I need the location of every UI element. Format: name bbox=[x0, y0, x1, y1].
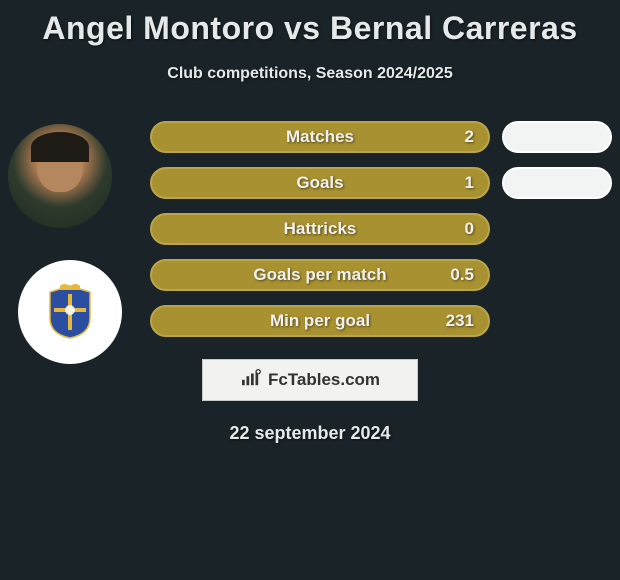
stat-pill-right bbox=[502, 121, 612, 153]
stat-pill-left: Goals 1 bbox=[150, 167, 490, 199]
stat-value-left: 231 bbox=[446, 311, 474, 331]
stat-pill-right-empty bbox=[502, 259, 612, 291]
stat-pill-right-empty bbox=[502, 213, 612, 245]
stat-pill-left: Matches 2 bbox=[150, 121, 490, 153]
stat-pill-left: Goals per match 0.5 bbox=[150, 259, 490, 291]
subtitle: Club competitions, Season 2024/2025 bbox=[0, 65, 620, 83]
stat-pill-left: Hattricks 0 bbox=[150, 213, 490, 245]
stat-pill-right-empty bbox=[502, 305, 612, 337]
player2-club-crest bbox=[18, 260, 122, 364]
stat-label: Goals per match bbox=[253, 265, 386, 285]
stat-row: Hattricks 0 bbox=[20, 213, 600, 245]
stat-label: Goals bbox=[296, 173, 343, 193]
crest-icon bbox=[46, 284, 94, 340]
stat-value-left: 0.5 bbox=[450, 265, 474, 285]
player1-avatar bbox=[8, 124, 112, 228]
stat-value-left: 0 bbox=[465, 219, 474, 239]
stat-label: Hattricks bbox=[284, 219, 357, 239]
stat-row: Matches 2 bbox=[20, 121, 600, 153]
stat-value-left: 1 bbox=[465, 173, 474, 193]
page-title: Angel Montoro vs Bernal Carreras bbox=[0, 0, 620, 47]
stat-pill-right bbox=[502, 167, 612, 199]
stat-pill-left: Min per goal 231 bbox=[150, 305, 490, 337]
brand-box: FcTables.com bbox=[202, 359, 418, 401]
brand-text: FcTables.com bbox=[268, 370, 380, 390]
stat-value-left: 2 bbox=[465, 127, 474, 147]
date-text: 22 september 2024 bbox=[0, 423, 620, 444]
stat-label: Min per goal bbox=[270, 311, 370, 331]
stat-label: Matches bbox=[286, 127, 354, 147]
chart-icon bbox=[240, 369, 262, 392]
